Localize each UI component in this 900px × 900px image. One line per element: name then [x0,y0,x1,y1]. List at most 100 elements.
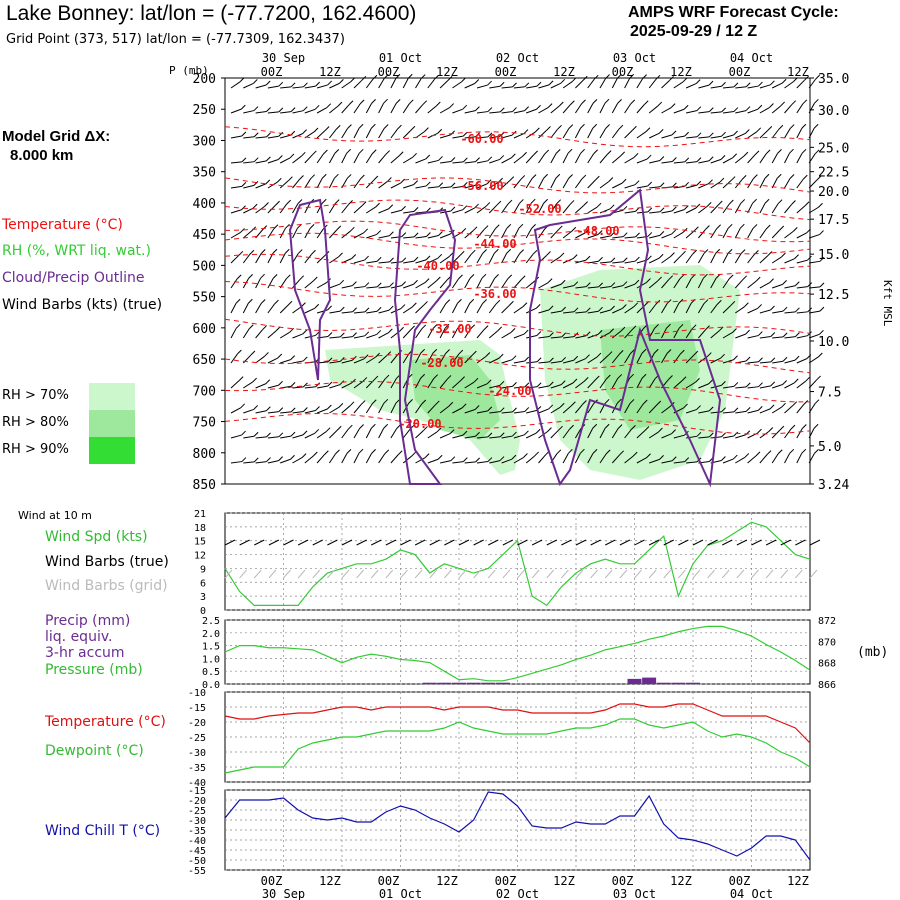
wind-barb-flag [351,254,357,259]
bottom-time-tick: 00Z [612,874,634,888]
wind-barb-flag [277,353,283,359]
wind-barb-flag [278,456,283,461]
rh-80-region [600,320,700,430]
precip-bar [642,677,657,684]
wind-barb [390,261,402,264]
surface-wind-barb-grid [604,569,613,579]
wind-barb [365,427,372,439]
wind-barb-flag [618,350,624,355]
wind-barb-flag [387,177,392,182]
windchill-line [224,791,811,861]
wind-barb-flag [373,375,379,381]
wind-barb-flag [486,179,492,185]
wind-barb [242,328,250,339]
wind-barb-flag [446,375,452,380]
wind-barb [612,308,623,314]
wind-barb [230,353,238,364]
pressure-label: Pressure (mb) [45,662,143,678]
wind-barb [612,236,624,239]
windchill-ytick-label: -50 [188,856,206,867]
wind-barb-flag [807,307,813,313]
wind-barb-flag [598,282,603,288]
wind-barb [538,178,545,189]
wind-barb-flag [375,352,380,358]
precip-bar [422,682,437,685]
wind-barb [341,359,353,364]
wind-barb [686,136,698,139]
wind-barb-flag [359,424,364,429]
wind-barb [427,78,435,89]
wind-barb-flag [462,104,468,110]
wind-barb-flag [646,154,652,160]
pressure-tick-label: 500 [193,259,216,274]
wind-barb-flag [461,228,467,233]
wind-barb-flag [592,98,598,104]
wind-barb-flag [568,124,574,129]
wind-barb-flag [666,349,672,354]
wind-barb-flag [253,132,259,138]
wind-barb-flag [512,82,517,88]
wind-barb-flag [721,432,726,438]
wind-barb-flag [757,405,763,411]
wind-barb-flag [666,323,671,329]
wind-barb-flag [733,382,739,387]
wind-barb-flag [511,454,517,460]
wind-barb [341,428,349,439]
wind-barb [329,429,338,439]
wind-barb [279,253,286,264]
wind-barbs-true-label: Wind Barbs (true) [45,554,169,570]
precip-label: Precip (mm) [45,613,131,629]
precip-label-3: 3-hr accum [45,645,125,661]
wind-barb-flag [757,104,763,110]
wind-barb [402,156,413,164]
wind-barb-flag [351,378,356,384]
wind-barb [403,260,415,264]
wind-barb-flag [315,81,320,87]
wind-barb [316,431,327,439]
wind-barb-flag [572,254,578,259]
wind-barb-flag [493,248,499,254]
wind-barb-flag [290,107,296,112]
wind-barb [402,129,412,139]
wind-barb-flag [769,278,774,284]
wind-barb-flag [400,304,406,309]
wind-barb [439,353,447,364]
wind-barb-flag [745,329,750,335]
wind-barb [513,133,525,139]
wind-barb [673,461,685,464]
wind-barb [439,303,447,314]
isotherm-line [224,199,811,221]
wind-barb-flag [732,153,738,159]
wind-barb [341,453,348,464]
wind-barb [452,135,464,139]
wind-barb-flag [753,174,758,179]
wind-barb [636,158,648,164]
wind-barb-flag [779,425,785,431]
wind-barb [255,111,267,114]
wind-barb [722,385,734,389]
wind-barb-flag [350,77,356,83]
wind-barb-flag [376,306,382,312]
isotherm-label: -52.00 [518,202,561,216]
pressure-tick-label: 350 [193,166,216,181]
wind-barb-flag [482,249,487,254]
wind-barb [390,378,397,389]
wind-barb-flag [241,457,247,462]
wind-barb [353,358,365,364]
pressure-tick-label: 550 [193,291,216,306]
top-date-label: 30 Sep [262,51,305,65]
wind-barb [316,107,327,114]
wind-barb-flag [524,382,530,388]
precip-label-2: liq. equiv. [45,629,113,645]
wind-barb-flag [535,127,540,133]
wind-barb-flag [364,307,370,313]
forecast-cycle-label: AMPS WRF Forecast Cycle: [628,4,839,21]
wind-barb-flag [633,153,639,158]
wind-barb-flag [496,200,502,206]
wind-barb-flag [684,157,690,163]
wind-barb-flag [485,202,491,207]
wind-ytick-label: 3 [200,592,206,603]
wind-barb-flag [658,427,663,433]
kft-tick-label: 15.0 [818,248,849,263]
